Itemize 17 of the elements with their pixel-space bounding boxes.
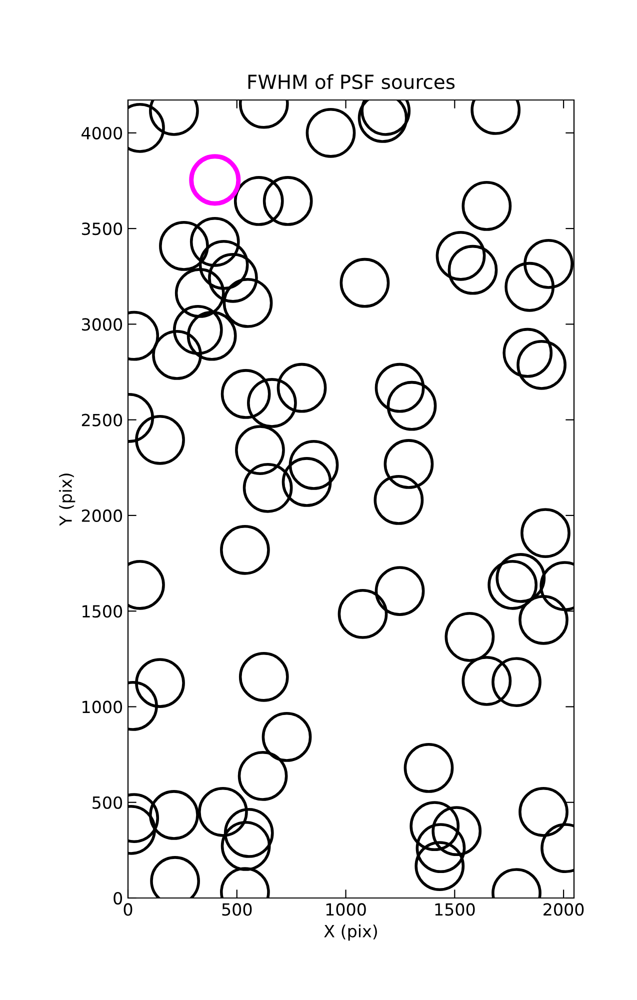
chart-title: FWHM of PSF sources	[248, 74, 455, 90]
x-tick-label: 2000	[544, 903, 584, 916]
y-tick-label: 1000	[82, 700, 122, 714]
y-tick-label: 1500	[82, 605, 122, 618]
y-tick-label: 2500	[82, 414, 122, 426]
y-tick-label: 500	[92, 796, 122, 809]
y-axis-title: Y (pix)	[59, 474, 76, 526]
x-tick-label: 1000	[326, 903, 366, 916]
y-tick-label: 4000	[82, 126, 122, 140]
y-tick-label: 3000	[82, 318, 122, 331]
x-tick-label: 500	[222, 903, 252, 916]
x-axis-title: X (pix)	[324, 924, 377, 941]
y-tick-label: 2000	[82, 509, 122, 522]
x-tick-label: 0	[124, 903, 132, 916]
x-tick-label: 1500	[435, 903, 475, 916]
y-tick-label: 3500	[82, 222, 122, 236]
y-tick-label: 0	[114, 892, 122, 905]
